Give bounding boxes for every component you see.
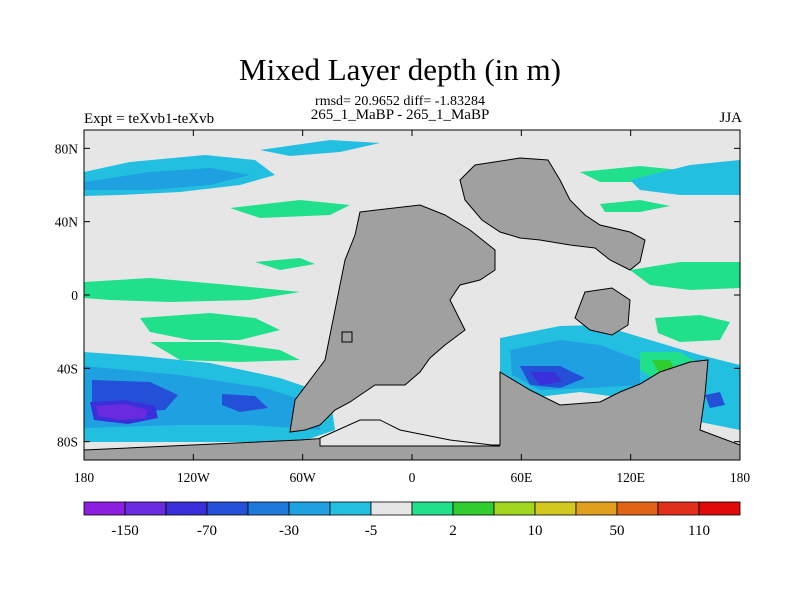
colorbar-swatch xyxy=(165,501,208,516)
anomaly-patch xyxy=(630,262,740,290)
colorbar-swatch xyxy=(534,501,577,516)
y-tick-label: 0 xyxy=(71,288,78,303)
colorbar-tick-label: 110 xyxy=(688,523,710,539)
anomaly-patch xyxy=(150,342,300,362)
y-tick-label: 80S xyxy=(57,435,78,450)
colorbar-swatch xyxy=(206,501,249,516)
stats-line: rmsd= 20.9652 diff= -1.83284 xyxy=(315,94,485,109)
colorbar-tick-label: 10 xyxy=(528,523,543,539)
chart-title: Mixed Layer depth (in m) xyxy=(239,52,561,87)
y-tick-label: 40N xyxy=(55,215,79,230)
land-eurasia xyxy=(459,157,646,271)
colorbar-swatch xyxy=(452,501,495,516)
anomaly-patch xyxy=(260,140,380,156)
land-australia xyxy=(574,287,631,336)
season-label: JJA xyxy=(719,110,742,126)
anomaly-patch xyxy=(705,392,725,408)
x-tick-label: 120W xyxy=(177,470,210,485)
x-axis: 180 120W 60W 0 60E 120E 180 xyxy=(74,130,751,485)
colorbar-tick-label: -150 xyxy=(111,523,139,539)
colorbar-tick-label: 50 xyxy=(610,523,625,539)
colorbar: -150 -70 -30 -5 2 10 50 110 xyxy=(83,501,741,539)
colorbar-swatch xyxy=(657,501,700,516)
anomaly-contours xyxy=(84,140,740,442)
anomaly-patch xyxy=(222,394,268,412)
runs-line: 265_1_MaBP - 265_1_MaBP xyxy=(310,107,490,123)
land-masses xyxy=(84,157,740,460)
colorbar-tick-label: 2 xyxy=(449,523,457,539)
x-tick-label: 120E xyxy=(616,470,645,485)
antarctic-ice xyxy=(319,419,501,447)
y-tick-label: 40S xyxy=(57,361,78,376)
x-tick-label: 60E xyxy=(510,470,532,485)
anomaly-patch xyxy=(84,168,250,190)
land-americas xyxy=(289,204,496,433)
colorbar-swatch xyxy=(83,501,126,516)
x-tick-label: 180 xyxy=(74,470,95,485)
colorbar-swatch xyxy=(698,501,741,516)
land-island xyxy=(341,331,353,343)
colorbar-swatch xyxy=(493,501,536,516)
anomaly-patch xyxy=(230,200,350,218)
anomaly-patch xyxy=(255,258,315,270)
colorbar-swatch xyxy=(288,501,331,516)
colorbar-swatch xyxy=(247,501,290,516)
colorbar-tick-label: -30 xyxy=(279,523,299,539)
colorbar-tick-label: -70 xyxy=(197,523,217,539)
anomaly-patch xyxy=(96,404,148,420)
anomaly-patch xyxy=(140,313,280,340)
colorbar-swatch xyxy=(616,501,659,516)
ice-shelf xyxy=(319,419,501,447)
anomaly-patch xyxy=(84,278,300,302)
colorbar-tick-label: -5 xyxy=(365,523,378,539)
x-tick-label: 60W xyxy=(290,470,317,485)
colorbar-swatch xyxy=(329,501,372,516)
y-axis: 80N 40N 0 40S 80S xyxy=(55,141,740,450)
colorbar-swatch xyxy=(124,501,167,516)
y-tick-label: 80N xyxy=(55,141,79,156)
colorbar-swatch xyxy=(370,501,413,516)
experiment-label: Expt = teXvb1-teXvb xyxy=(84,111,215,127)
anomaly-patch xyxy=(600,200,670,212)
anomaly-patch xyxy=(530,372,562,385)
anomaly-patch xyxy=(630,160,740,195)
x-tick-label: 180 xyxy=(730,470,751,485)
colorbar-swatch xyxy=(575,501,618,516)
colorbar-swatch xyxy=(411,501,454,516)
map-plot-area xyxy=(84,130,740,460)
x-tick-label: 0 xyxy=(409,470,416,485)
anomaly-patch xyxy=(655,315,730,342)
